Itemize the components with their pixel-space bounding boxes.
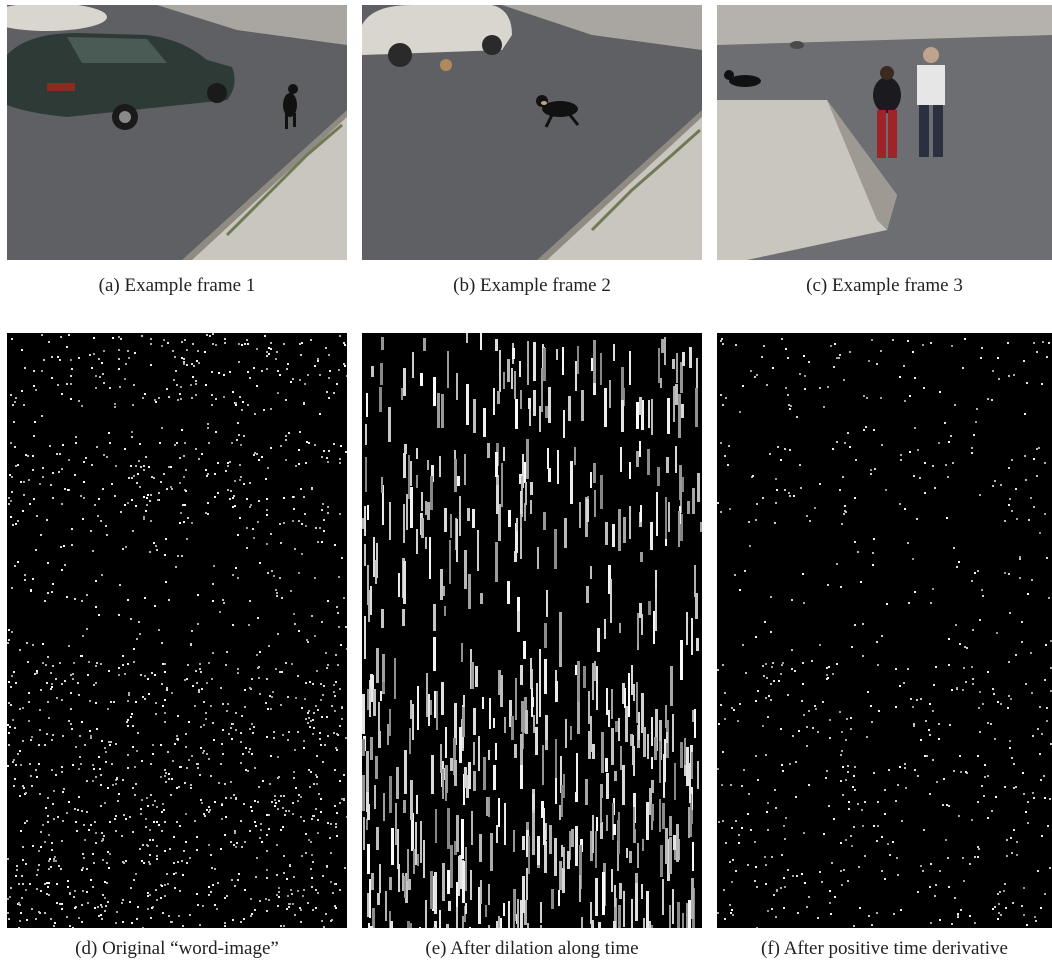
example-frame-2 (362, 5, 702, 260)
word-image-original (7, 333, 347, 928)
caption-e: (e) After dilation along time (425, 938, 639, 959)
word-image-vertical-streaks (362, 333, 702, 928)
street-scene-dog-and-dark-car (7, 5, 347, 260)
word-image-dots (7, 333, 347, 928)
word-image-sparse-dots (717, 338, 1052, 928)
example-frame-3 (717, 5, 1052, 260)
street-scene-running-dog (362, 5, 702, 260)
street-scene-couple-walking (717, 5, 1052, 260)
caption-a: (a) Example frame 1 (98, 275, 256, 296)
word-image-derivative (717, 333, 1052, 928)
word-image-dilated (362, 333, 702, 928)
example-frame-1 (7, 5, 347, 260)
caption-d: (d) Original “word-image” (75, 938, 279, 959)
caption-b: (b) Example frame 2 (453, 275, 611, 296)
caption-c: (c) Example frame 3 (806, 275, 963, 296)
caption-f: (f) After positive time derivative (761, 938, 1008, 959)
